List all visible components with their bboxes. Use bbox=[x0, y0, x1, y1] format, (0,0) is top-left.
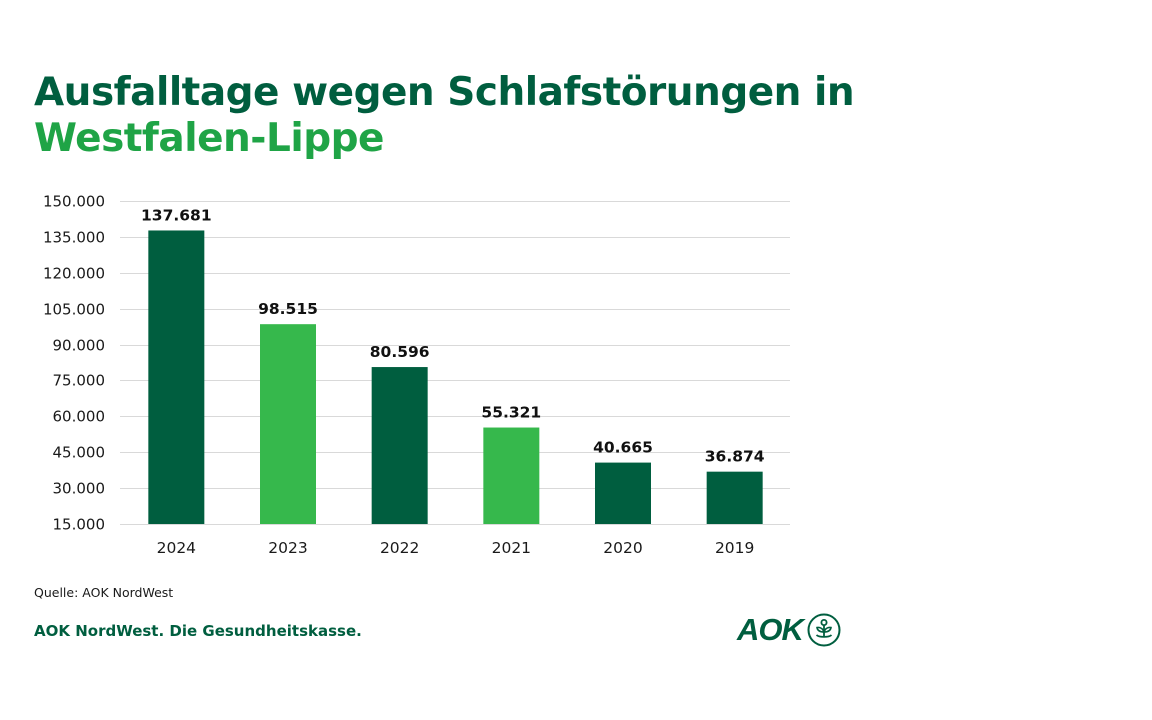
x-tick-label: 2019 bbox=[715, 539, 754, 557]
data-labels: 137.681 98.515 80.596 55.321 40.665 36.874 bbox=[141, 206, 765, 465]
aok-logo: AOK bbox=[737, 612, 841, 648]
y-tick-label: 60.000 bbox=[53, 408, 106, 426]
data-label-2022: 80.596 bbox=[370, 343, 430, 361]
y-tick-label: 15.000 bbox=[53, 516, 106, 534]
bar-2023 bbox=[260, 324, 316, 524]
y-tick-label: 90.000 bbox=[53, 337, 106, 355]
chart-title-line1: Ausfalltage wegen Schlafstörungen in bbox=[34, 70, 855, 115]
bar-2021 bbox=[483, 427, 540, 524]
x-tick-label: 2023 bbox=[268, 539, 307, 557]
data-label-2020: 40.665 bbox=[593, 439, 653, 457]
bar-2020 bbox=[595, 462, 651, 524]
y-tick-label: 135.000 bbox=[43, 229, 105, 247]
y-tick-label: 45.000 bbox=[53, 444, 106, 462]
x-axis-ticks: 2024 2023 2022 2021 2020 2019 bbox=[157, 539, 755, 557]
data-label-2023: 98.515 bbox=[258, 300, 318, 318]
chart-title: Ausfalltage wegen Schlafstörungen in Wes… bbox=[34, 70, 855, 162]
x-tick-label: 2020 bbox=[603, 539, 642, 557]
data-label-2019: 36.874 bbox=[705, 448, 765, 466]
source-note: Quelle: AOK NordWest bbox=[34, 585, 174, 600]
x-tick-label: 2021 bbox=[492, 539, 531, 557]
y-tick-label: 105.000 bbox=[43, 301, 105, 319]
gridlines bbox=[120, 201, 790, 525]
aok-tree-icon bbox=[807, 613, 841, 647]
bar-2019 bbox=[706, 471, 763, 524]
bar-2024 bbox=[148, 230, 205, 524]
y-tick-label: 120.000 bbox=[43, 265, 105, 283]
x-tick-label: 2024 bbox=[157, 539, 196, 557]
y-tick-label: 30.000 bbox=[53, 480, 106, 498]
data-label-2021: 55.321 bbox=[481, 404, 541, 422]
bar-2022 bbox=[371, 367, 428, 524]
aok-logo-text: AOK bbox=[737, 612, 804, 647]
data-label-2024: 137.681 bbox=[141, 206, 212, 224]
bars bbox=[148, 230, 763, 524]
y-tick-label: 75.000 bbox=[53, 372, 106, 390]
tagline: AOK NordWest. Die Gesundheitskasse. bbox=[34, 622, 362, 640]
y-axis-ticks: 15.000 30.000 45.000 60.000 75.000 90.000 105.… bbox=[43, 193, 105, 534]
y-tick-label: 150.000 bbox=[43, 193, 105, 211]
chart-title-line2: Westfalen-Lippe bbox=[34, 116, 385, 161]
x-tick-label: 2022 bbox=[380, 539, 419, 557]
